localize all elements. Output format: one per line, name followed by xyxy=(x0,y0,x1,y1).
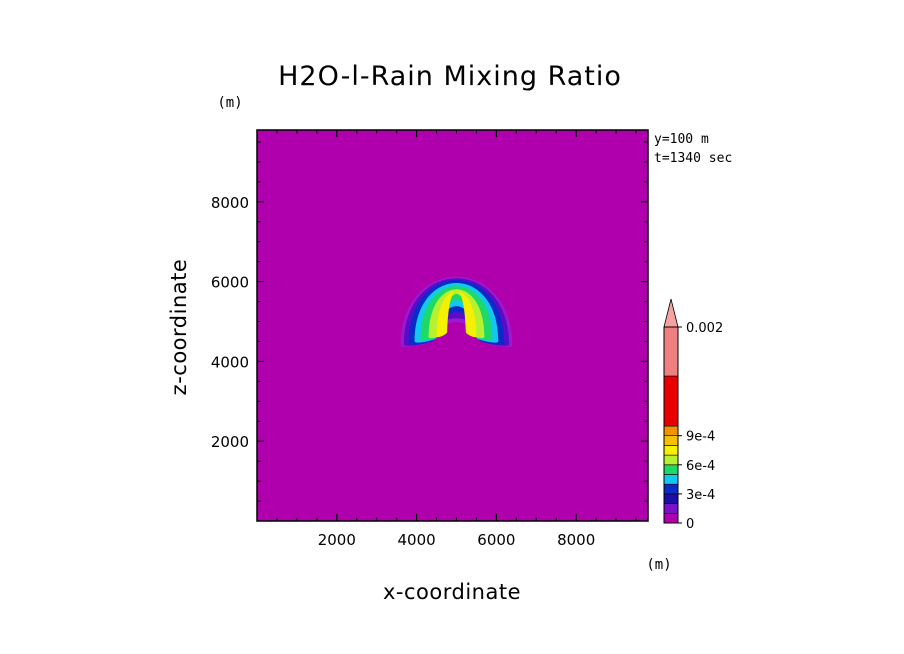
colorbar-segment xyxy=(663,474,679,485)
x-axis-ticks: 2000 4000 6000 8000 xyxy=(276,130,637,549)
colorbar: 0 3e-4 6e-4 9e-4 0.002 xyxy=(663,298,723,532)
y-tick-label: 2000 xyxy=(211,433,249,451)
colorbar-segment xyxy=(663,483,679,495)
colorbar-segment xyxy=(663,512,679,524)
colorbar-segment xyxy=(663,503,679,514)
colorbar-segment xyxy=(663,326,679,377)
plot-background xyxy=(257,130,648,521)
annotation-time: t=1340 sec xyxy=(654,151,732,166)
colorbar-tick-label: 9e-4 xyxy=(686,430,715,445)
colorbar-tick-label: 0 xyxy=(686,517,694,532)
y-axis-unit: (m) xyxy=(217,95,242,111)
colorbar-tick-label: 3e-4 xyxy=(686,488,715,503)
x-axis-label: x-coordinate xyxy=(383,580,521,604)
contour-layers xyxy=(400,276,513,347)
annotation-y-position: y=100 m xyxy=(654,132,709,147)
colorbar-segment xyxy=(663,445,679,456)
colorbar-segment xyxy=(663,435,679,446)
x-tick-label: 6000 xyxy=(477,531,515,549)
colorbar-segment xyxy=(663,425,679,436)
plot-frame xyxy=(256,129,649,522)
y-tick-label: 4000 xyxy=(211,353,249,371)
y-tick-label: 8000 xyxy=(211,194,249,212)
colorbar-tick-label: 6e-4 xyxy=(686,459,715,474)
contour-level-7 xyxy=(436,290,477,338)
x-axis-unit: (m) xyxy=(646,557,671,573)
colorbar-tick-label: 0.002 xyxy=(686,321,723,336)
y-axis-label: z-coordinate xyxy=(167,259,191,396)
colorbar-segment xyxy=(663,454,679,466)
colorbar-segment xyxy=(663,464,679,475)
x-tick-label: 2000 xyxy=(318,531,356,549)
plot-area: 2000 4000 6000 8000 2000 4000 6000 8000 xyxy=(211,129,649,549)
x-tick-label: 8000 xyxy=(557,531,595,549)
colorbar-extend-arrow xyxy=(663,298,679,328)
chart-title: H2O-l-Rain Mixing Ratio xyxy=(278,61,622,92)
colorbar-segment xyxy=(663,493,679,504)
colorbar-frame xyxy=(663,326,679,524)
x-tick-label: 4000 xyxy=(397,531,435,549)
y-axis-ticks: 2000 4000 6000 8000 xyxy=(211,141,648,502)
y-tick-label: 6000 xyxy=(211,274,249,292)
colorbar-segment xyxy=(663,375,679,427)
